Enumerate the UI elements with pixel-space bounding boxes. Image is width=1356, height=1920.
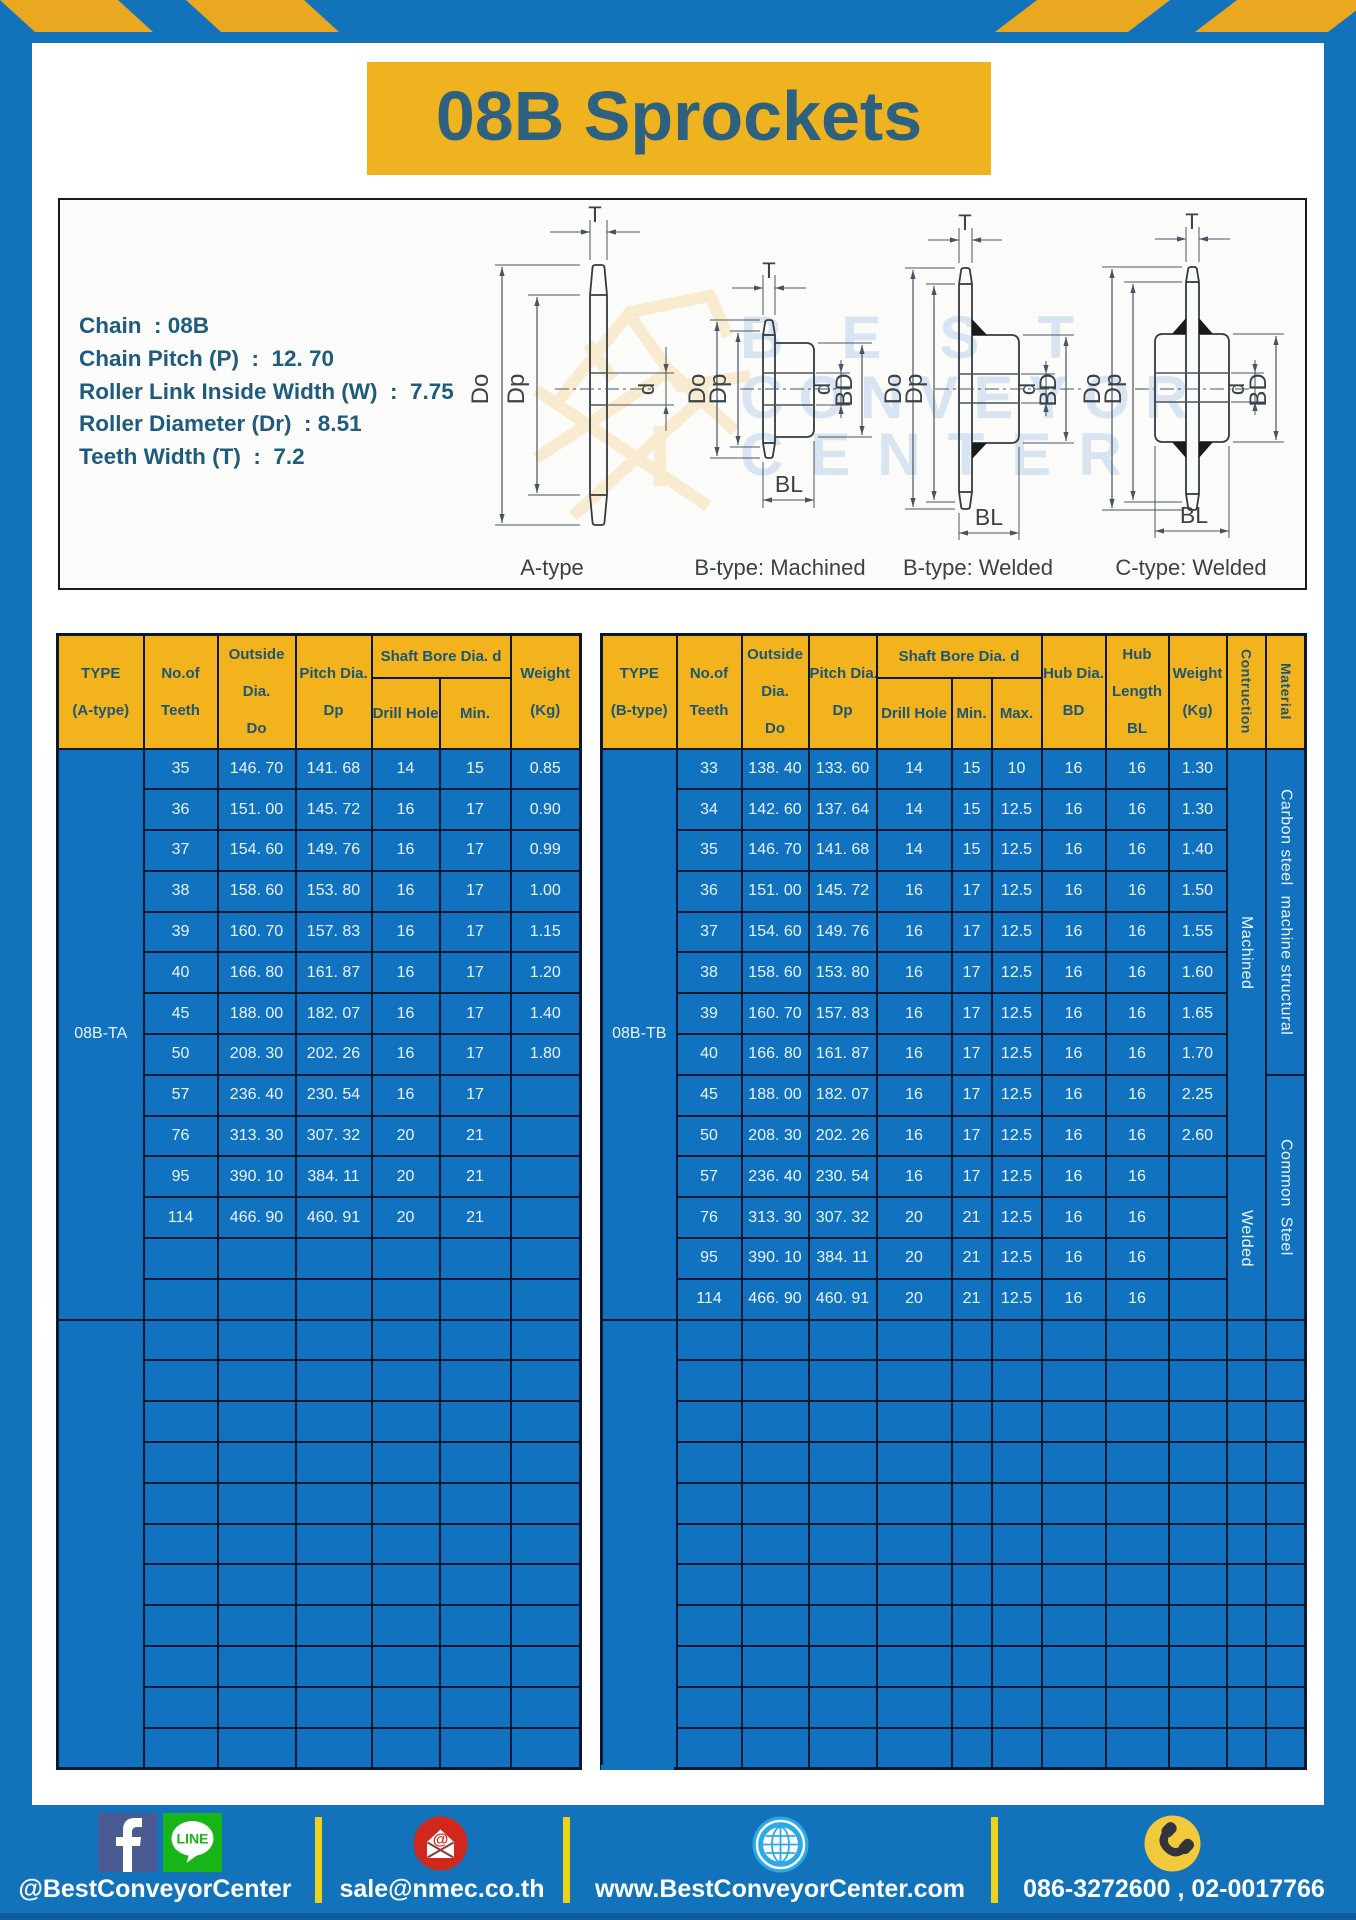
svg-text:C-type: Welded: C-type: Welded [1115, 555, 1266, 580]
svg-text:Do: Do [467, 374, 494, 405]
svg-text:Dp: Dp [503, 374, 530, 405]
svg-text:Do: Do [684, 374, 711, 405]
svg-text:T: T [588, 202, 601, 227]
svg-text:B-type: Machined: B-type: Machined [694, 555, 865, 580]
svg-text:BD: BD [1245, 373, 1272, 406]
svg-text:Dp: Dp [901, 374, 928, 405]
svg-text:BD: BD [831, 373, 858, 406]
svg-text:d: d [1015, 383, 1040, 395]
svg-text:A-type: A-type [520, 555, 584, 580]
svg-text:Do: Do [1079, 374, 1106, 405]
svg-text:Dp: Dp [1100, 374, 1127, 405]
svg-text:d: d [1224, 383, 1249, 395]
svg-text:T: T [1185, 209, 1198, 234]
svg-text:d: d [810, 383, 835, 395]
svg-text:Do: Do [880, 374, 907, 405]
svg-text:T: T [762, 258, 775, 283]
svg-text:BL: BL [975, 504, 1003, 530]
svg-text:CENTER: CENTER [740, 421, 1149, 488]
svg-text:d: d [634, 383, 659, 395]
svg-text:Dp: Dp [705, 374, 732, 405]
svg-text:LINE: LINE [177, 1831, 209, 1847]
svg-text:BL: BL [1180, 502, 1208, 528]
svg-text:B-type: Welded: B-type: Welded [903, 555, 1053, 580]
svg-text:BD: BD [1035, 373, 1062, 406]
svg-text:T: T [958, 210, 971, 235]
svg-text:@: @ [433, 1832, 449, 1849]
svg-text:BL: BL [775, 471, 803, 497]
